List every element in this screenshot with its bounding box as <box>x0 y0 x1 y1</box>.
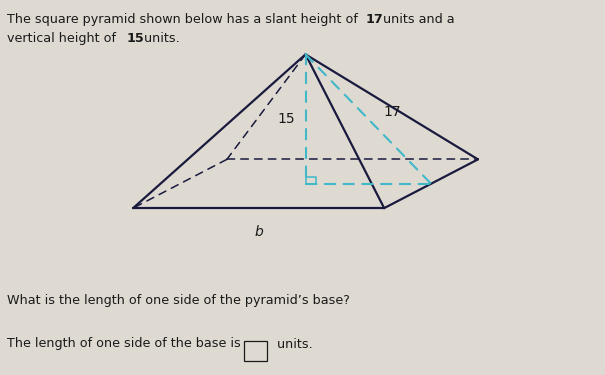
Text: vertical height of: vertical height of <box>7 32 120 45</box>
Text: 17: 17 <box>384 105 401 118</box>
Text: 15: 15 <box>277 112 295 126</box>
Text: The length of one side of the base is: The length of one side of the base is <box>7 338 245 351</box>
Text: units.: units. <box>273 338 313 351</box>
Text: units.: units. <box>140 32 180 45</box>
Text: units and a: units and a <box>379 13 454 26</box>
Text: What is the length of one side of the pyramid’s base?: What is the length of one side of the py… <box>7 294 350 307</box>
Text: 17: 17 <box>365 13 383 26</box>
Text: The square pyramid shown below has a slant height of: The square pyramid shown below has a sla… <box>7 13 362 26</box>
Text: 15: 15 <box>127 32 145 45</box>
Text: b: b <box>254 225 263 239</box>
